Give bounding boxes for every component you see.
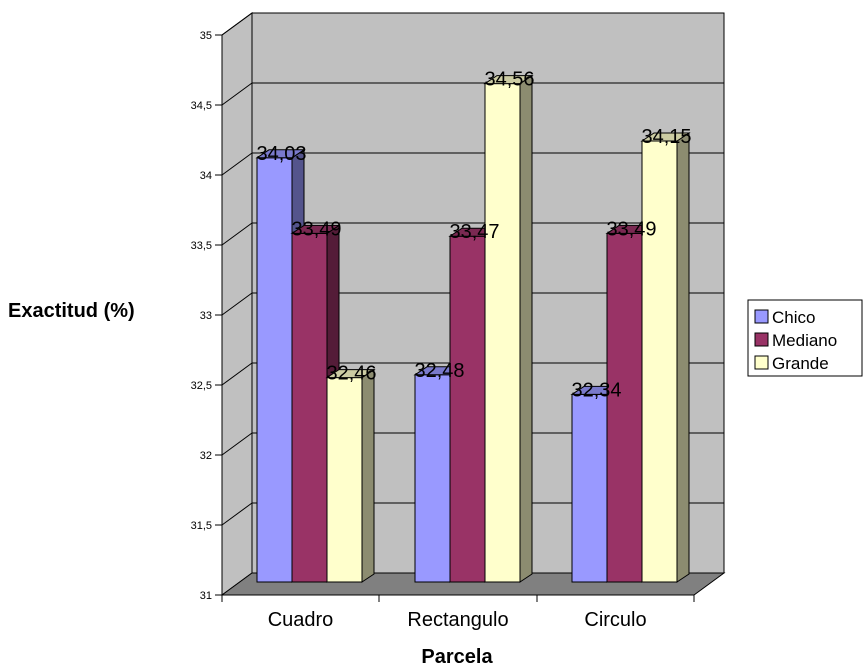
- y-tick-label: 31: [200, 590, 212, 602]
- bar-top: [290, 224, 341, 234]
- y-axis-title: Exactitud (%): [8, 300, 135, 322]
- bar-mediano-cuadro: [291, 232, 328, 583]
- bar-top: [640, 132, 691, 142]
- y-tick-label: 32: [200, 450, 212, 462]
- bar-top: [483, 75, 534, 85]
- bar-top: [325, 369, 376, 379]
- x-tick-label-rectangulo: Rectangulo: [407, 609, 508, 631]
- data-label: 33,47: [449, 221, 499, 243]
- bar-side: [361, 368, 375, 583]
- gridline-side: [221, 222, 253, 246]
- legend-swatch-grande: [754, 355, 769, 370]
- bar-mediano-rectangulo: [449, 235, 486, 583]
- data-label: 32,34: [571, 379, 621, 401]
- data-label: 32,48: [414, 360, 464, 382]
- x-axis-title: Parcela: [421, 646, 493, 668]
- data-label: 32,46: [326, 363, 376, 385]
- y-tick-label: 35: [200, 30, 212, 42]
- legend: Chico Mediano Grande: [747, 299, 863, 377]
- data-label: 33,49: [606, 218, 656, 240]
- bar-grande-rectangulo: [484, 83, 521, 583]
- y-tick-label: 34,5: [191, 100, 212, 112]
- bar-chico-rectangulo: [414, 374, 451, 583]
- bar-side: [676, 132, 690, 583]
- bar-top: [255, 149, 306, 159]
- gridline-side: [221, 362, 253, 386]
- y-tick-label: 33,5: [191, 240, 212, 252]
- data-label: 33,49: [291, 218, 341, 240]
- legend-swatch-mediano: [754, 332, 769, 347]
- x-tick-label-circulo: Circulo: [584, 609, 646, 631]
- legend-label-grande: Grande: [772, 354, 829, 373]
- bar-grande-circulo: [641, 140, 678, 583]
- gridline-side: [221, 152, 253, 176]
- legend-label-chico: Chico: [772, 308, 815, 327]
- gridline-side: [221, 292, 253, 316]
- gridline-side: [221, 82, 253, 106]
- bar-chico-circulo: [571, 393, 608, 583]
- bar-side: [519, 74, 533, 583]
- data-label: 34,15: [641, 126, 691, 148]
- y-tick-label: 33: [200, 310, 212, 322]
- bar-mediano-circulo: [606, 232, 643, 583]
- bar-grande-cuadro: [326, 377, 363, 583]
- x-axis: Cuadro Rectangulo Circulo: [221, 594, 695, 631]
- legend-swatch-chico: [754, 309, 769, 324]
- y-tick-label: 31,5: [191, 520, 212, 532]
- gridline-side: [221, 432, 253, 456]
- bar-chico-cuadro: [256, 157, 293, 583]
- y-axis: 31 31,5 32 32,5 33 33,5 34 34,5 35: [191, 30, 223, 602]
- legend-label-mediano: Mediano: [772, 331, 837, 350]
- data-label: 34,03: [256, 143, 306, 165]
- gridline-side: [221, 12, 253, 36]
- x-tick-label-cuadro: Cuadro: [268, 609, 334, 631]
- bars-group: [255, 74, 691, 583]
- y-tick-label: 32,5: [191, 380, 212, 392]
- gridline-side: [221, 502, 253, 526]
- data-label: 34,56: [484, 69, 534, 91]
- data-labels: 34,03 33,49 32,46 32,48 33,47 34,56 32,34 33,49…: [256, 69, 691, 402]
- y-tick-label: 34: [200, 170, 212, 182]
